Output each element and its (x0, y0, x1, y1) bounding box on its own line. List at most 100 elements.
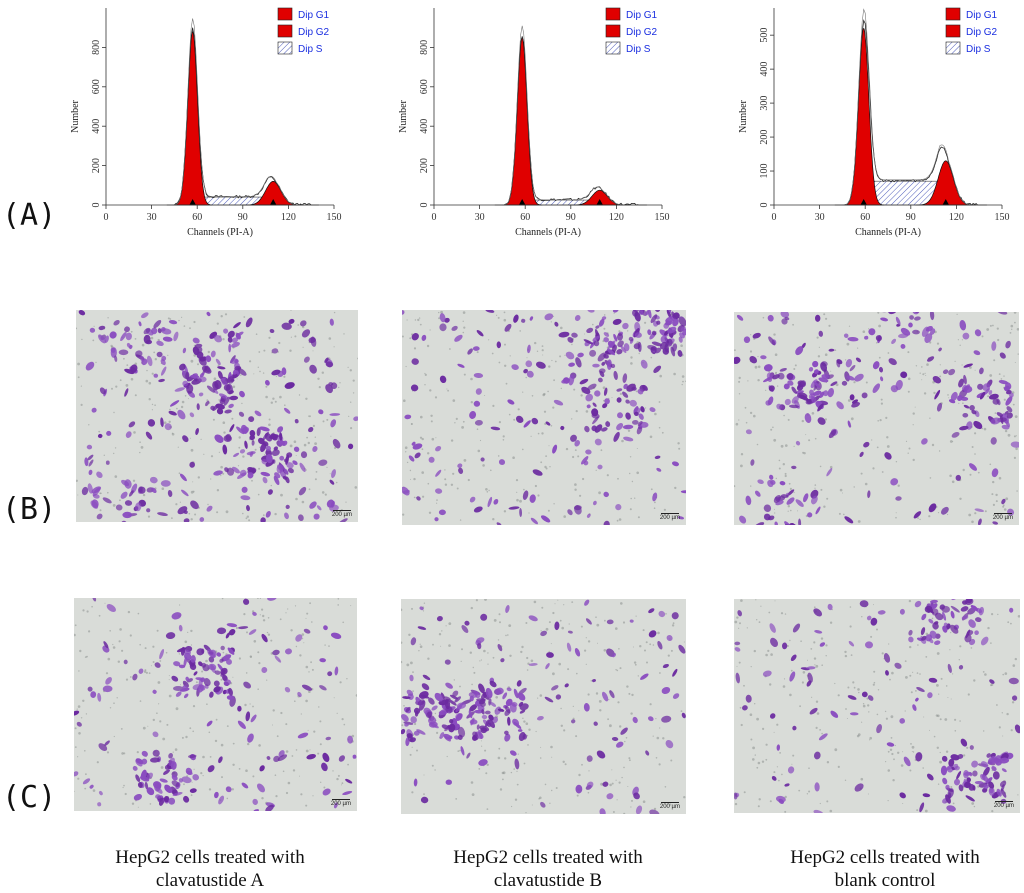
dip-g1-peak (172, 31, 213, 206)
x-axis-label: Channels (PI-A) (187, 227, 253, 238)
x-tick-label: 60 (192, 212, 202, 223)
invasion-image-clavatustide-b: 200 µm (401, 599, 686, 814)
legend-label: Dip G2 (966, 27, 998, 38)
legend-label: Dip S (298, 44, 323, 55)
dip-g1-peak (842, 28, 885, 206)
legend-swatch-dip-g2 (945, 24, 961, 38)
peak-marker (189, 199, 196, 205)
legend-label: Dip G1 (298, 10, 330, 21)
migration-image-clavatustide-b: 200 µm (402, 310, 686, 525)
y-tick-label: 600 (419, 79, 430, 94)
peak-marker (596, 199, 603, 205)
histogram-envelope (166, 27, 319, 206)
y-tick-label: 800 (419, 40, 430, 55)
histogram-envelope (834, 19, 987, 206)
migration-image-blank-control: 200 µm (734, 312, 1019, 525)
invasion-image-clavatustide-a: 200 µm (74, 598, 357, 811)
y-axis-label: Number (738, 99, 749, 132)
legend-label: Dip S (966, 44, 991, 55)
y-tick-label: 800 (91, 40, 102, 55)
membrane-background (74, 598, 357, 811)
x-tick-label: 30 (475, 212, 485, 223)
panel-label-a: (A) (2, 198, 57, 233)
dip-g1-peak (502, 37, 543, 206)
histogram-envelope (494, 36, 647, 206)
legend-swatch-dip-g1 (945, 7, 961, 21)
y-tick-label: 200 (759, 130, 770, 145)
legend-swatch-dip-g2 (277, 24, 293, 38)
scale-bar: 200 µm (330, 799, 351, 807)
panel-label-b: (B) (2, 492, 57, 527)
cell-cycle-chart-c: 0 30 60 90 120 150 0 100 200 300 400 500 Channels (P… (728, 0, 1024, 245)
y-axis-label: Number (398, 99, 409, 132)
x-tick-label: 30 (815, 212, 825, 223)
legend-swatch-dip-g1 (277, 7, 293, 21)
y-tick-label: 0 (419, 203, 430, 208)
x-tick-label: 0 (432, 212, 437, 223)
y-tick-label: 0 (91, 203, 102, 208)
y-tick-label: 400 (91, 119, 102, 134)
y-tick-label: 300 (759, 96, 770, 111)
scale-bar: 200 µm (992, 513, 1013, 521)
y-tick-label: 600 (91, 79, 102, 94)
scale-bar: 200 µm (659, 513, 680, 521)
x-tick-label: 90 (566, 212, 576, 223)
legend-swatch-dip-g1 (605, 7, 621, 21)
membrane-background (76, 310, 358, 522)
x-tick-label: 60 (860, 212, 870, 223)
x-tick-label: 120 (949, 212, 964, 223)
x-tick-label: 30 (147, 212, 157, 223)
caption-line-1: HepG2 cells treated with (453, 847, 643, 868)
caption-clavatustide-a: HepG2 cells treated with clavatustide A (60, 846, 360, 892)
legend-swatch-dip-s (277, 41, 293, 55)
x-tick-label: 150 (995, 212, 1010, 223)
membrane-background (734, 312, 1019, 525)
peak-marker (519, 199, 526, 205)
x-tick-label: 0 (772, 212, 777, 223)
legend-label: Dip G2 (626, 27, 658, 38)
legend-swatch-dip-s (605, 41, 621, 55)
scale-bar: 200 µm (659, 802, 680, 810)
peak-marker (270, 199, 277, 205)
panel-label-c: (C) (2, 780, 57, 815)
y-tick-label: 0 (759, 203, 770, 208)
x-tick-label: 120 (281, 212, 296, 223)
legend-label: Dip G1 (626, 10, 658, 21)
histogram-fit-line (166, 18, 319, 206)
legend-label: Dip G2 (298, 27, 330, 38)
y-tick-label: 200 (91, 158, 102, 173)
caption-line-2: clavatustide B (493, 870, 603, 891)
x-tick-label: 150 (655, 212, 670, 223)
caption-clavatustide-b: HepG2 cells treated with clavatustide B (398, 846, 698, 892)
scale-bar: 200 µm (993, 801, 1014, 809)
x-axis-label: Channels (PI-A) (515, 227, 581, 238)
y-tick-label: 200 (419, 158, 430, 173)
x-tick-label: 90 (906, 212, 916, 223)
membrane-background (734, 599, 1020, 813)
y-tick-label: 400 (419, 119, 430, 134)
caption-blank-control: HepG2 cells treated with blank control (735, 846, 1024, 892)
caption-line-1: HepG2 cells treated with (790, 847, 980, 868)
y-tick-label: 100 (759, 164, 770, 179)
y-tick-label: 500 (759, 28, 770, 43)
y-tick-label: 400 (759, 62, 770, 77)
invasion-image-blank-control: 200 µm (734, 599, 1020, 813)
x-tick-label: 90 (238, 212, 248, 223)
scale-bar: 200 µm (331, 510, 352, 518)
x-axis-label: Channels (PI-A) (855, 227, 921, 238)
histogram-fit-line (834, 8, 987, 206)
x-tick-label: 0 (104, 212, 109, 223)
legend-swatch-dip-s (945, 41, 961, 55)
legend-label: Dip S (626, 44, 651, 55)
legend-label: Dip G1 (966, 10, 998, 21)
cell-cycle-chart-b: 0 30 60 90 120 150 0 200 400 600 800 Channels (PI-A… (388, 0, 688, 245)
cell-cycle-chart-a: 0 30 60 90 120 150 0 200 400 600 800 Channels (PI-A… (60, 0, 360, 245)
x-tick-label: 120 (609, 212, 624, 223)
legend-swatch-dip-g2 (605, 24, 621, 38)
caption-line-2: clavatustide A (155, 870, 265, 891)
peak-marker (942, 199, 949, 205)
caption-line-1: HepG2 cells treated with (115, 847, 305, 868)
x-tick-label: 150 (327, 212, 342, 223)
y-axis-label: Number (70, 99, 81, 132)
x-tick-label: 60 (520, 212, 530, 223)
